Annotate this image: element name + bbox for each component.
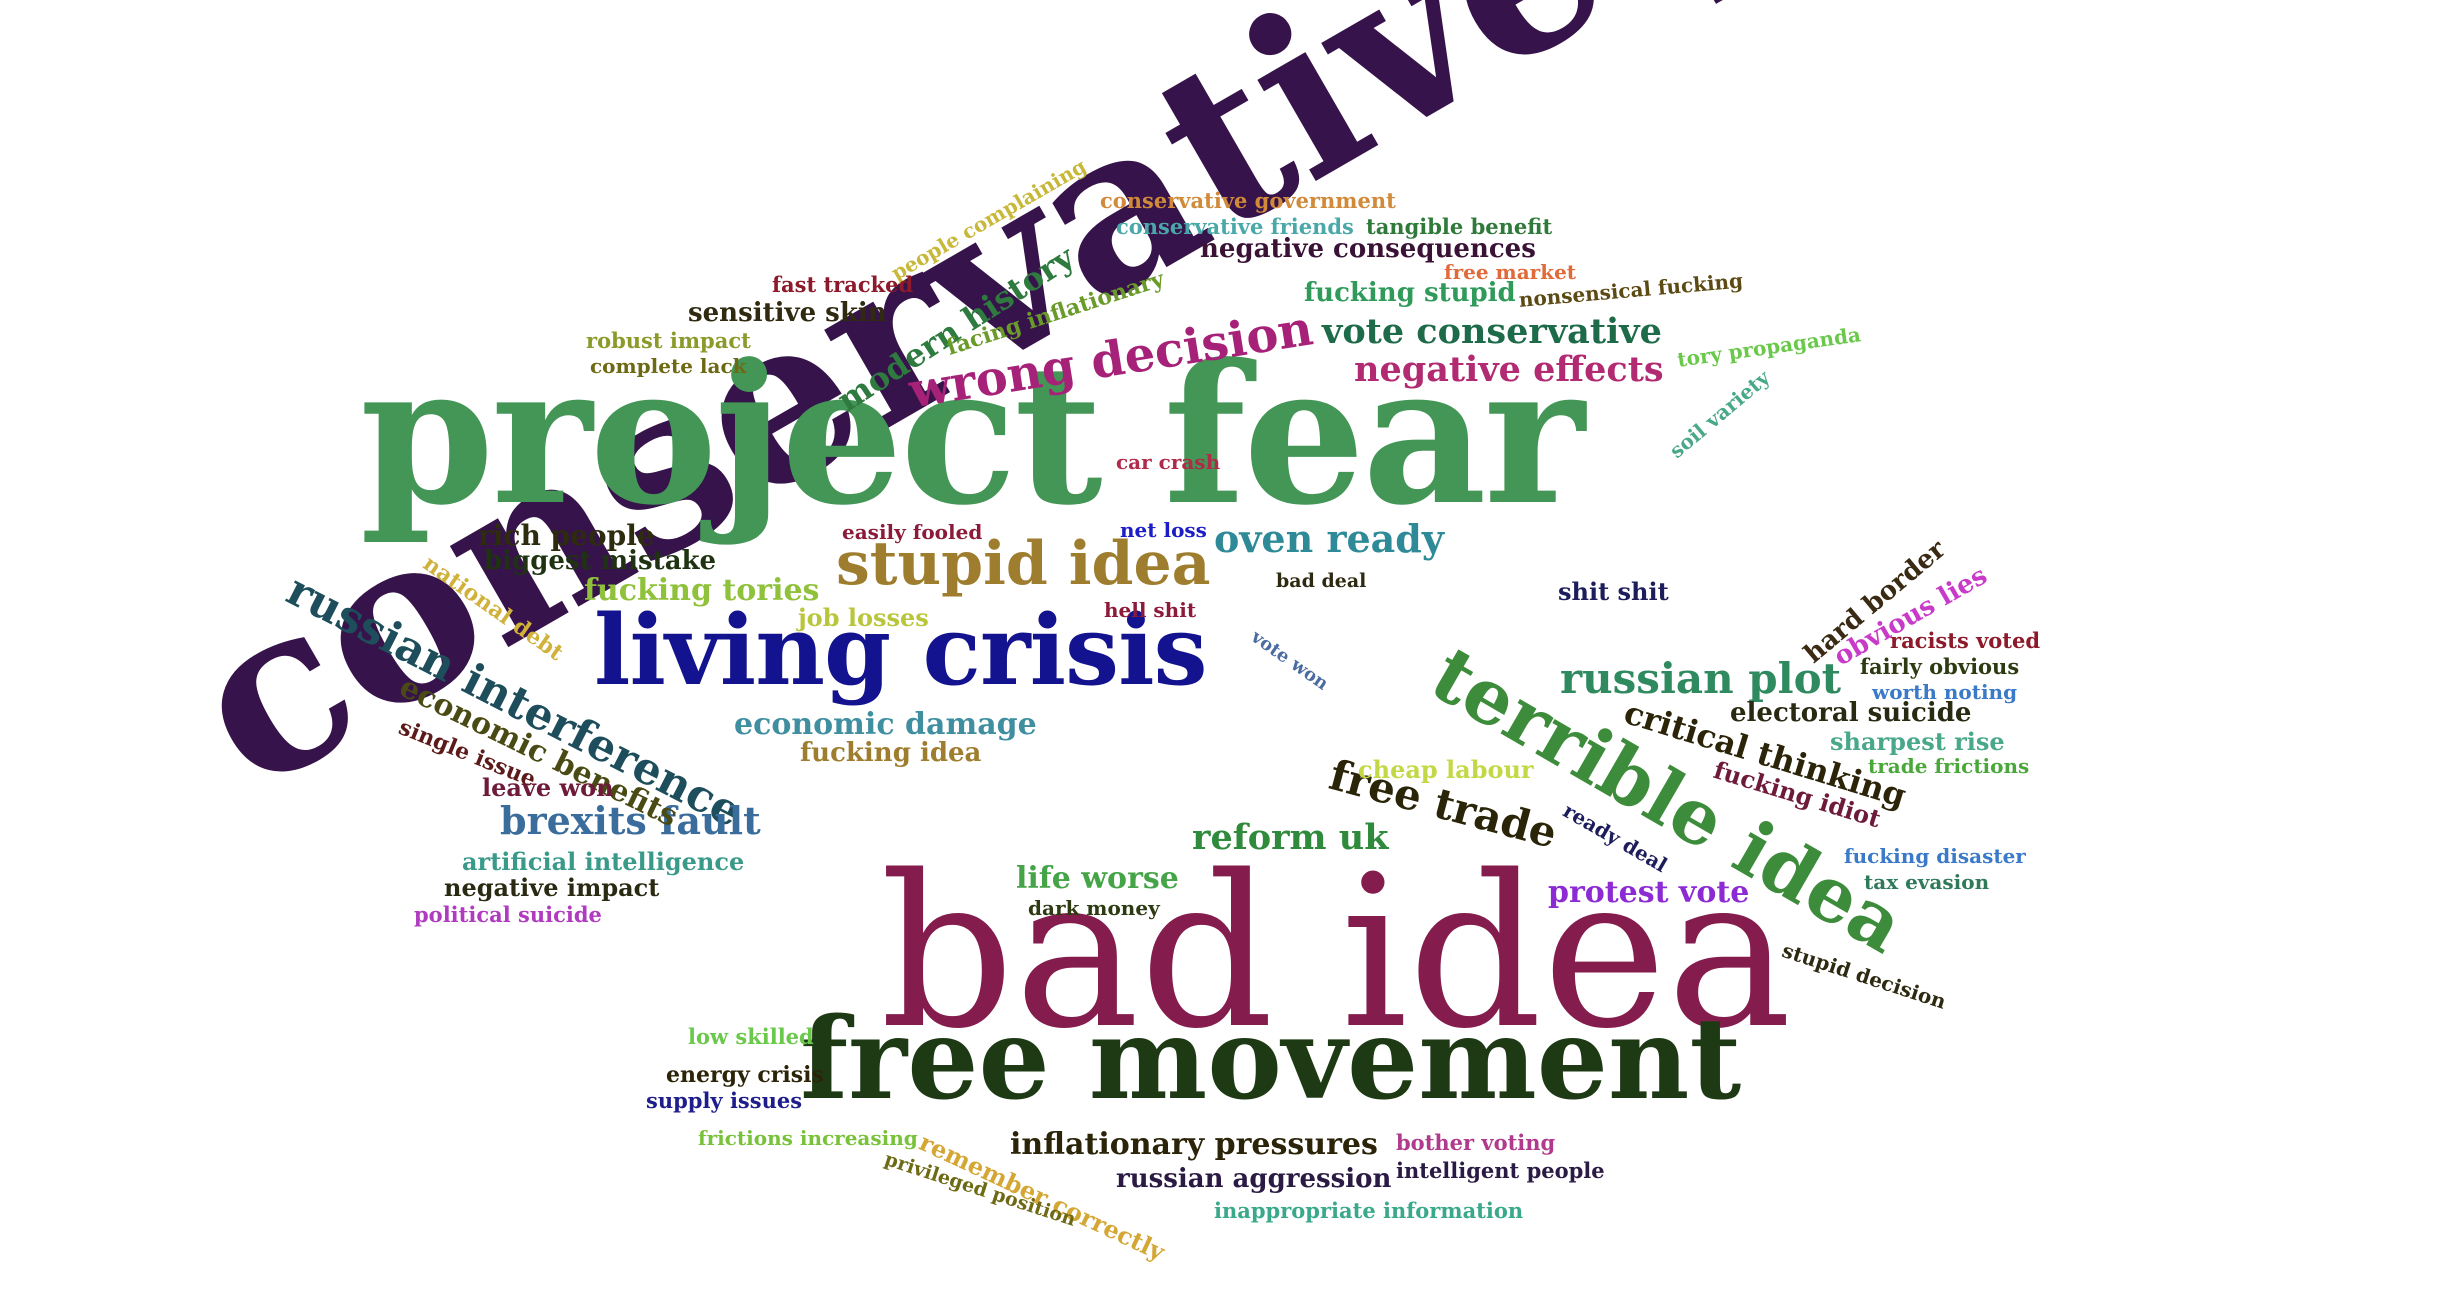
word-leave-won: leave won	[482, 773, 614, 802]
word-living-crisis: living crisis	[594, 594, 1208, 707]
word-energy-crisis: energy crisis	[666, 1062, 824, 1088]
word-electoral-suicide: electoral suicide	[1730, 698, 1972, 728]
word-frictions-increasing: frictions increasing	[698, 1126, 918, 1150]
word-conservative-government: conservative government	[1100, 188, 1396, 213]
word-inappropriate-information: inappropriate information	[1214, 1198, 1524, 1223]
word-russian-aggression: russian aggression	[1116, 1164, 1392, 1194]
word-negative-impact: negative impact	[444, 873, 660, 902]
word-fucking-tories: fucking tories	[584, 573, 820, 608]
word-trade-frictions: trade frictions	[1868, 754, 2030, 778]
word-free-market: free market	[1444, 260, 1577, 284]
word-fast-tracked: fast tracked	[772, 272, 914, 297]
word-political-suicide: political suicide	[414, 902, 602, 927]
word-fucking-idea: fucking idea	[800, 738, 982, 768]
word-bother-voting: bother voting	[1396, 1130, 1556, 1155]
word-stupid-idea: stupid idea	[836, 529, 1211, 599]
word-negative-consequences: negative consequences	[1200, 234, 1536, 264]
word-tory-propaganda: tory propaganda	[1675, 322, 1863, 372]
word-bad-idea: bad idea	[880, 830, 1792, 1075]
word-easily-fooled: easily fooled	[842, 520, 983, 544]
word-fairly-obvious: fairly obvious	[1860, 654, 2020, 679]
word-biggest-mistake: biggest mistake	[484, 546, 717, 576]
word-russian-plot: russian plot	[1560, 654, 1842, 703]
word-oven-ready: oven ready	[1214, 516, 1444, 561]
word-bad-deal: bad deal	[1276, 570, 1367, 592]
word-tax-evasion: tax evasion	[1864, 870, 1990, 894]
word-racists-voted: racists voted	[1890, 628, 2041, 653]
word-supply-issues: supply issues	[646, 1088, 803, 1113]
word-brexits-fault: brexits fault	[500, 798, 761, 843]
word-sensitive-skin: sensitive skin	[688, 298, 887, 328]
word-fucking-stupid: fucking stupid	[1304, 278, 1516, 308]
word-vote-conservative: vote conservative	[1322, 311, 1662, 352]
word-economic-damage: economic damage	[734, 707, 1037, 742]
word-soil-variety: soil variety	[1664, 365, 1775, 463]
word-free-movement: free movement	[800, 994, 1742, 1125]
word-hell-shit: hell shit	[1104, 598, 1197, 622]
word-cheap-labour: cheap labour	[1358, 755, 1534, 784]
word-reform-uk: reform uk	[1192, 817, 1389, 858]
word-complete-lack: complete lack	[590, 354, 747, 378]
word-net-loss: net loss	[1120, 518, 1207, 542]
word-negative-effects: negative effects	[1354, 349, 1664, 390]
word-vote-won: vote won	[1247, 626, 1333, 695]
word-life-worse: life worse	[1016, 861, 1179, 896]
word-tangible-benefit: tangible benefit	[1366, 214, 1553, 239]
word-worth-noting: worth noting	[1872, 680, 2018, 704]
word-dark-money: dark money	[1028, 896, 1160, 920]
word-inflationary-pressures: inflationary pressures	[1010, 1127, 1378, 1162]
word-low-skilled: low skilled	[688, 1024, 814, 1049]
word-sharpest-rise: sharpest rise	[1830, 727, 2005, 756]
word-shit-shit: shit shit	[1558, 577, 1669, 606]
word-job-losses: job losses	[798, 603, 929, 632]
word-artificial-intelligence: artificial intelligence	[462, 847, 745, 876]
word-rich-people: rich people	[478, 519, 655, 552]
word-protest-vote: protest vote	[1548, 875, 1750, 910]
word-intelligent-people: intelligent people	[1396, 1158, 1605, 1183]
word-robust-impact: robust impact	[586, 328, 751, 353]
word-conservative-friends: conservative friends	[1116, 214, 1354, 239]
word-project-fear: project fear	[360, 323, 1585, 548]
word-fucking-disaster: fucking disaster	[1844, 844, 2026, 868]
word-car-crash: car crash	[1116, 450, 1221, 474]
